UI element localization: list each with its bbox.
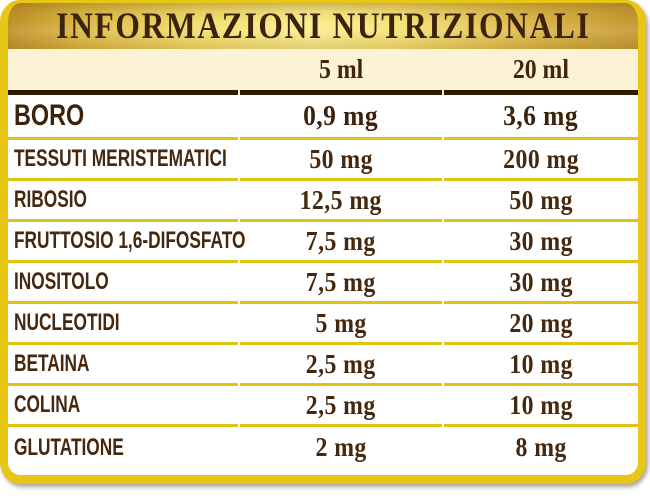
page-title: INFORMAZIONI NUTRIZIONALI <box>55 5 591 47</box>
column-header-5ml-label: 5 ml <box>318 54 364 84</box>
table-body: BORO 0,9 mg 3,6 mg TESSUTI MERISTEMATICI… <box>8 95 638 468</box>
row-label-cell: TESSUTI MERISTEMATICI <box>8 140 238 181</box>
row-label: BETAINA <box>14 350 90 377</box>
row-label: TESSUTI MERISTEMATICI <box>14 145 227 172</box>
row-value-5ml: 0,9 mg <box>303 99 379 132</box>
row-value-5ml-cell: 12,5 mg <box>240 181 442 222</box>
row-label-cell: BORO <box>8 95 238 140</box>
row-label-cell: RIBOSIO <box>8 181 238 222</box>
row-value-20ml-cell: 200 mg <box>444 140 638 181</box>
row-value-5ml: 2,5 mg <box>306 389 376 420</box>
table-row: FRUTTOSIO 1,6-DIFOSFATO 7,5 mg 30 mg <box>8 222 638 263</box>
row-value-5ml: 2,5 mg <box>306 348 376 379</box>
row-value-5ml-cell: 2,5 mg <box>240 345 442 386</box>
row-label: BORO <box>14 99 85 132</box>
column-header-20ml-label: 20 ml <box>512 54 570 84</box>
row-value-5ml: 7,5 mg <box>306 225 376 256</box>
column-header-row: 5 ml 20 ml <box>8 49 638 95</box>
row-value-5ml-cell: 0,9 mg <box>240 95 442 140</box>
row-value-20ml-cell: 3,6 mg <box>444 95 638 140</box>
table-row: RIBOSIO 12,5 mg 50 mg <box>8 181 638 222</box>
row-label-cell: GLUTATIONE <box>8 427 238 468</box>
row-value-5ml: 50 mg <box>309 143 373 174</box>
row-value-5ml: 2 mg <box>315 432 367 462</box>
row-value-20ml-cell: 10 mg <box>444 345 638 386</box>
table-row: GLUTATIONE 2 mg 8 mg <box>8 427 638 468</box>
table-row: NUCLEOTIDI 5 mg 20 mg <box>8 304 638 345</box>
row-value-5ml-cell: 2,5 mg <box>240 386 442 427</box>
row-value-20ml: 8 mg <box>515 432 567 462</box>
row-label-cell: INOSITOLO <box>8 263 238 304</box>
row-value-20ml-cell: 30 mg <box>444 263 638 304</box>
row-label: NUCLEOTIDI <box>14 309 120 336</box>
row-label: COLINA <box>14 391 81 418</box>
row-label-cell: COLINA <box>8 386 238 427</box>
row-value-20ml-cell: 20 mg <box>444 304 638 345</box>
row-value-20ml-cell: 10 mg <box>444 386 638 427</box>
column-header-20ml: 20 ml <box>444 49 638 95</box>
table-row: BETAINA 2,5 mg 10 mg <box>8 345 638 386</box>
row-value-20ml: 50 mg <box>509 184 573 215</box>
row-value-20ml-cell: 30 mg <box>444 222 638 263</box>
row-value-20ml: 30 mg <box>509 266 573 297</box>
nutrition-facts-panel: INFORMAZIONI NUTRIZIONALI 5 ml 20 ml BOR… <box>0 0 646 484</box>
row-value-20ml: 30 mg <box>509 225 573 256</box>
row-label: GLUTATIONE <box>14 433 124 461</box>
row-value-20ml: 10 mg <box>509 389 573 420</box>
row-value-5ml-cell: 5 mg <box>240 304 442 345</box>
row-value-5ml-cell: 7,5 mg <box>240 222 442 263</box>
row-label-cell: BETAINA <box>8 345 238 386</box>
row-value-20ml: 200 mg <box>503 143 579 174</box>
table-row: INOSITOLO 7,5 mg 30 mg <box>8 263 638 304</box>
row-value-5ml-cell: 7,5 mg <box>240 263 442 304</box>
table-row: BORO 0,9 mg 3,6 mg <box>8 95 638 140</box>
row-label-cell: FRUTTOSIO 1,6-DIFOSFATO <box>8 222 245 263</box>
table-row: TESSUTI MERISTEMATICI 50 mg 200 mg <box>8 140 638 181</box>
row-label-cell: NUCLEOTIDI <box>8 304 238 345</box>
row-value-5ml: 12,5 mg <box>299 184 383 215</box>
row-label: RIBOSIO <box>14 186 87 213</box>
row-value-5ml: 5 mg <box>315 307 367 338</box>
row-label: INOSITOLO <box>14 268 109 295</box>
table-row: COLINA 2,5 mg 10 mg <box>8 386 638 427</box>
row-value-5ml-cell: 50 mg <box>240 140 442 181</box>
row-value-20ml: 20 mg <box>509 307 573 338</box>
column-header-5ml: 5 ml <box>240 49 442 95</box>
row-label: FRUTTOSIO 1,6-DIFOSFATO <box>14 227 246 254</box>
row-value-5ml: 7,5 mg <box>306 266 376 297</box>
column-header-spacer <box>8 49 238 95</box>
row-value-5ml-cell: 2 mg <box>240 427 442 468</box>
row-value-20ml: 10 mg <box>509 348 573 379</box>
row-value-20ml-cell: 50 mg <box>444 181 638 222</box>
panel-inner: INFORMAZIONI NUTRIZIONALI 5 ml 20 ml BOR… <box>8 3 638 475</box>
panel-header: INFORMAZIONI NUTRIZIONALI <box>8 3 638 49</box>
row-value-20ml: 3,6 mg <box>503 99 579 132</box>
row-value-20ml-cell: 8 mg <box>444 427 638 468</box>
